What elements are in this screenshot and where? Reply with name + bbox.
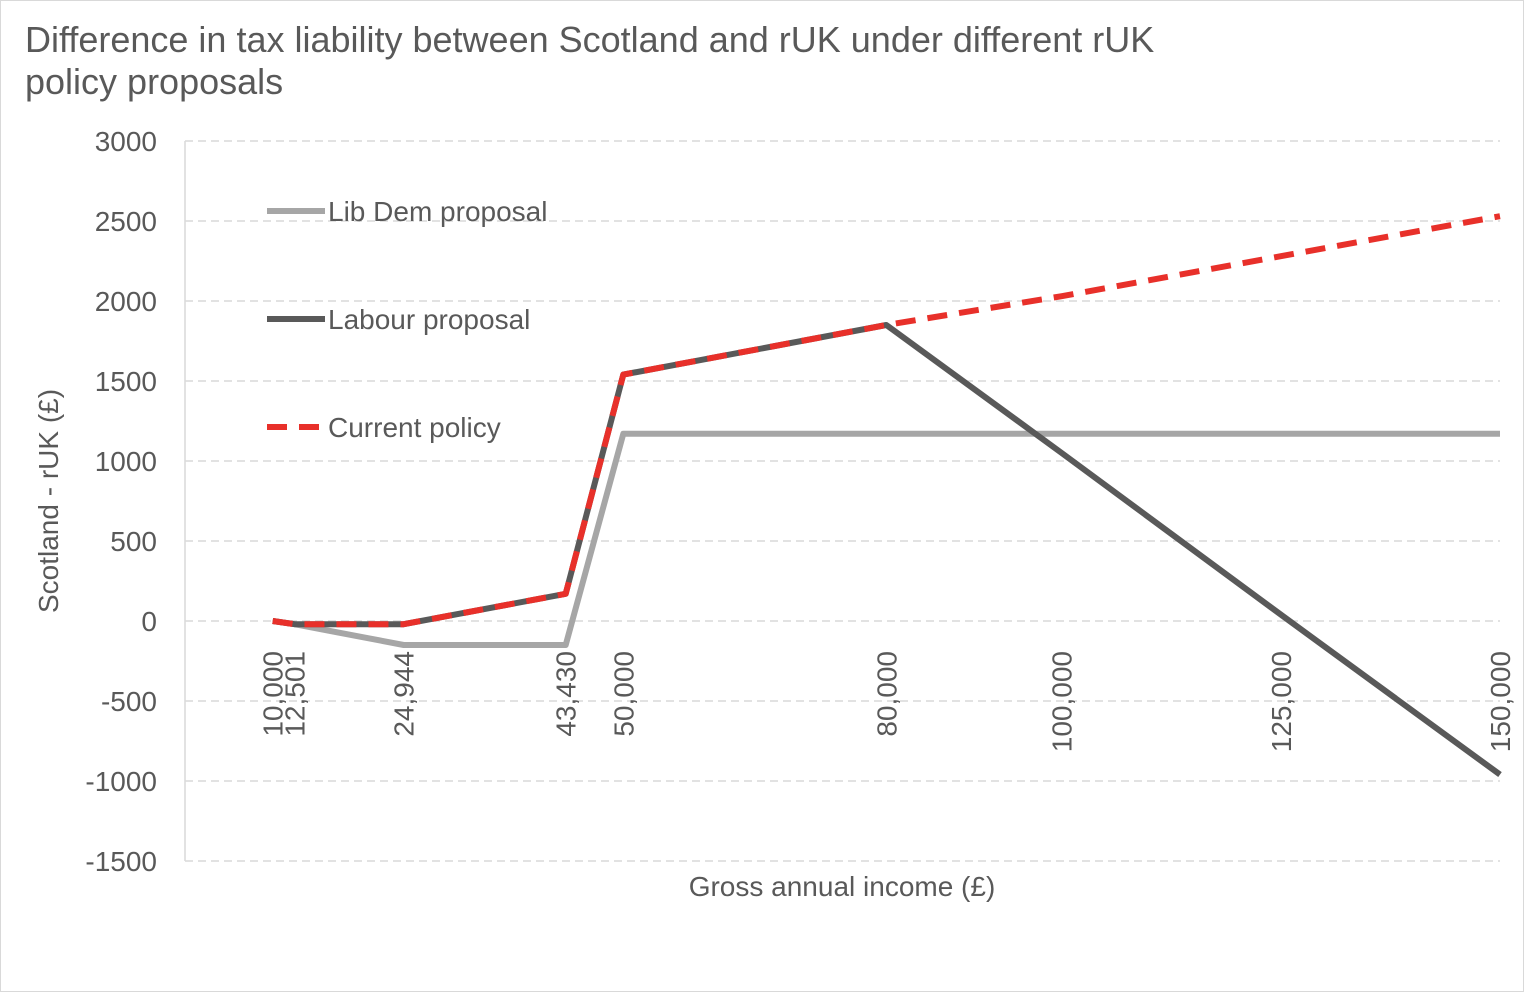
y-tick-label: 1500 <box>95 366 157 397</box>
legend: Lib Dem proposal Labour proposal Current p… <box>267 196 547 443</box>
y-tick-label: 1000 <box>95 446 157 477</box>
y-tick-label: 500 <box>110 526 157 557</box>
y-axis-title: Scotland - rUK (£) <box>33 389 64 613</box>
series-line-current-policy <box>272 213 1501 628</box>
x-tick-label: 100,000 <box>1047 651 1078 752</box>
x-tick-label: 125,000 <box>1266 651 1297 752</box>
gridlines <box>185 140 1500 862</box>
x-axis-title: Gross annual income (£) <box>689 871 996 902</box>
y-tick-label: 2000 <box>95 286 157 317</box>
legend-label-current-policy: Current policy <box>328 412 501 443</box>
series-lines <box>272 213 1502 778</box>
y-tick-label: -1000 <box>85 766 157 797</box>
y-tick-label: 2500 <box>95 206 157 237</box>
legend-label-lib-dem-proposal: Lib Dem proposal <box>328 196 547 227</box>
y-axis: 3000 2500 2000 1500 1000 500 0 -500 -1000 -1500 <box>85 126 186 877</box>
chart-title: Difference in tax liability between Scot… <box>25 19 1155 102</box>
x-tick-label: 150,000 <box>1485 651 1516 752</box>
x-tick-label: 43,430 <box>551 651 582 737</box>
y-tick-label: 3000 <box>95 126 157 157</box>
y-tick-label: -1500 <box>85 846 157 877</box>
y-tick-label: -500 <box>101 686 157 717</box>
series-line-lib-dem-proposal <box>272 430 1500 648</box>
x-tick-label: 80,000 <box>871 651 902 737</box>
y-tick-label: 0 <box>141 606 157 637</box>
x-tick-label: 10,000 <box>258 651 289 737</box>
x-tick-label: 24,944 <box>389 651 420 737</box>
x-tick-label: 12,501 <box>280 651 311 737</box>
x-tick-label: 50,000 <box>608 651 639 737</box>
legend-label-labour-proposal: Labour proposal <box>328 304 530 335</box>
